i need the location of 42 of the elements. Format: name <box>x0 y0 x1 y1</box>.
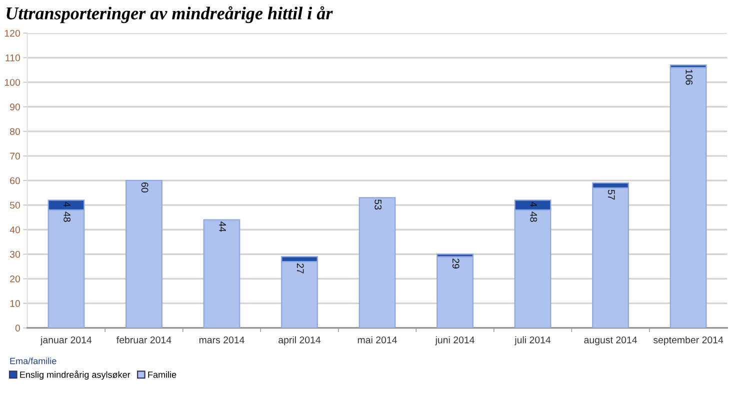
legend-label: Familie <box>148 371 176 378</box>
x-tick-label: april 2014 <box>278 336 321 346</box>
y-tick-label: 80 <box>10 128 20 135</box>
y-tick-label: 20 <box>10 275 20 282</box>
y-tick-label: 110 <box>6 54 20 62</box>
data-label: 4 <box>530 202 537 207</box>
y-tick-label: 120 <box>4 30 20 37</box>
data-label: 27 <box>296 264 304 274</box>
x-tick-label: juni 2014 <box>435 336 474 346</box>
data-label: 4 <box>64 202 70 207</box>
bar <box>358 197 396 328</box>
data-label: 29 <box>452 258 460 268</box>
y-tick-label: 100 <box>4 78 20 86</box>
chart-title: Uttransporteringer av mindreårige hittil i år <box>6 6 333 24</box>
data-label: 53 <box>374 200 382 210</box>
y-tick-label: 0 <box>15 324 20 332</box>
x-tick-label: mars 2014 <box>199 336 244 344</box>
x-tick-label: mai 2014 <box>358 336 397 344</box>
y-tick-label: 40 <box>10 226 20 234</box>
y-tick-label: 90 <box>10 104 20 110</box>
data-label: 60 <box>141 182 148 192</box>
y-tick-label: 60 <box>10 177 20 184</box>
x-tick-label: september 2014 <box>653 336 724 346</box>
legend-title: Ema/familie <box>10 358 56 364</box>
data-label: 48 <box>64 212 70 222</box>
y-tick-label: 30 <box>10 250 20 258</box>
y-tick-label: 10 <box>10 300 20 307</box>
data-label: 44 <box>219 222 226 232</box>
y-tick-label: 50 <box>10 202 20 209</box>
x-tick-label: juli 2014 <box>514 336 551 346</box>
bar <box>436 256 474 328</box>
x-tick-label: februar 2014 <box>116 336 172 344</box>
x-tick-label: januar 2014 <box>40 336 92 346</box>
legend-label: Enslig mindreårig asylsøker <box>20 370 130 380</box>
bar <box>203 219 240 328</box>
y-tick-label: 70 <box>10 152 20 160</box>
x-tick-label: august 2014 <box>584 336 638 346</box>
data-label: 57 <box>608 190 615 200</box>
bar <box>670 66 707 328</box>
bar <box>126 180 162 328</box>
data-label: 106 <box>686 70 693 85</box>
data-label: 48 <box>530 212 538 222</box>
